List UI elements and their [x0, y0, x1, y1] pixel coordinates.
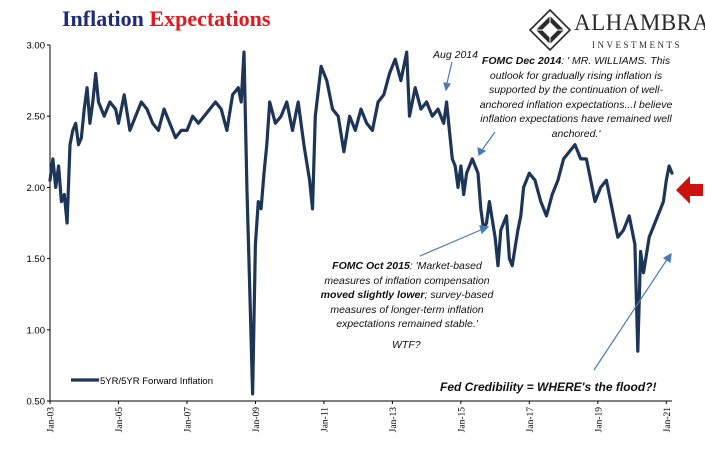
- title-part-inflation: Inflation: [62, 6, 144, 31]
- x-tick-label: Jan-07: [183, 407, 193, 433]
- annotation-wtf: WTF?: [392, 339, 421, 351]
- x-tick-label: Jan-13: [389, 407, 399, 433]
- logo-subtitle: INVESTMENTS: [592, 40, 682, 50]
- arrow-aug2014-head: [443, 82, 452, 92]
- y-tick-label: 1.50: [27, 254, 46, 265]
- x-tick-label: Jan-17: [526, 407, 536, 433]
- x-tick-group: Jan-03 Jan-05 Jan-07 Jan-09 Jan-11 Jan-13 Jan-…: [47, 401, 673, 432]
- arrow-aug2014: [446, 61, 453, 84]
- x-tick-label: Jan-03: [47, 407, 57, 433]
- arrow-credibility: [593, 257, 669, 371]
- arrow-credibility-head: [662, 252, 672, 264]
- alhambra-logo: ALHAMBRA INVESTMENTS: [528, 6, 705, 58]
- annotation-fomc-dec2014: FOMC Dec 2014: ' MR. WILLIAMS. This outl…: [478, 54, 674, 141]
- annotation-oct2015-body1: : 'Market-based measures of inflation co…: [324, 260, 490, 287]
- annotation-aug2014: Aug 2014: [433, 49, 478, 61]
- logo-diamond-icon: [528, 8, 572, 52]
- annotation-fed-credibility: Fed Credibility = WHERE's the flood?!: [440, 380, 657, 394]
- annotation-fomc-oct2015: FOMC Oct 2015: 'Market-based measures of…: [318, 259, 496, 332]
- logo-wordmark: ALHAMBRA: [574, 10, 705, 35]
- annotation-arrows: [419, 61, 672, 371]
- y-tick-label: 1.00: [27, 325, 46, 336]
- arrow-dec2014: [481, 131, 496, 151]
- annotation-oct2015-bold: moved slightly lower: [320, 289, 425, 301]
- arrow-dec2014-head: [477, 147, 487, 157]
- page-title: Inflation Expectations: [62, 6, 270, 32]
- x-tick-label: Jan-15: [457, 407, 467, 433]
- x-tick-label: Jan-19: [594, 407, 604, 433]
- arrow-oct2015-head: [479, 225, 490, 235]
- annotation-dec2014-body: : ' MR. WILLIAMS. This outlook for gradu…: [479, 55, 673, 140]
- series-line-5yr5yr-forward: [48, 50, 674, 396]
- title-part-expectations: Expectations: [149, 6, 271, 31]
- legend-label: 5YR/5YR Forward Inflation: [100, 376, 213, 387]
- y-tick-group: 3.00 2.50 2.00 1.50 1.00 0.50: [27, 41, 50, 408]
- legend: 5YR/5YR Forward Inflation: [71, 376, 213, 387]
- annotation-oct2015-body2: ; survey-based measures of longer-term i…: [330, 289, 494, 330]
- y-tick-label: 0.50: [27, 397, 46, 408]
- annotation-dec2014-head: FOMC Dec 2014: [481, 55, 562, 67]
- y-tick-label: 3.00: [27, 41, 46, 52]
- x-tick-label: Jan-05: [115, 407, 125, 433]
- arrow-oct2015: [419, 228, 484, 257]
- x-tick-label: Jan-21: [663, 407, 673, 433]
- x-tick-label: Jan-09: [252, 407, 262, 433]
- x-tick-label: Jan-11: [320, 407, 330, 432]
- y-tick-label: 2.00: [27, 183, 46, 194]
- y-tick-label: 2.50: [27, 112, 46, 123]
- current-value-marker-icon: [676, 176, 703, 204]
- annotation-oct2015-head: FOMC Oct 2015: [332, 260, 410, 272]
